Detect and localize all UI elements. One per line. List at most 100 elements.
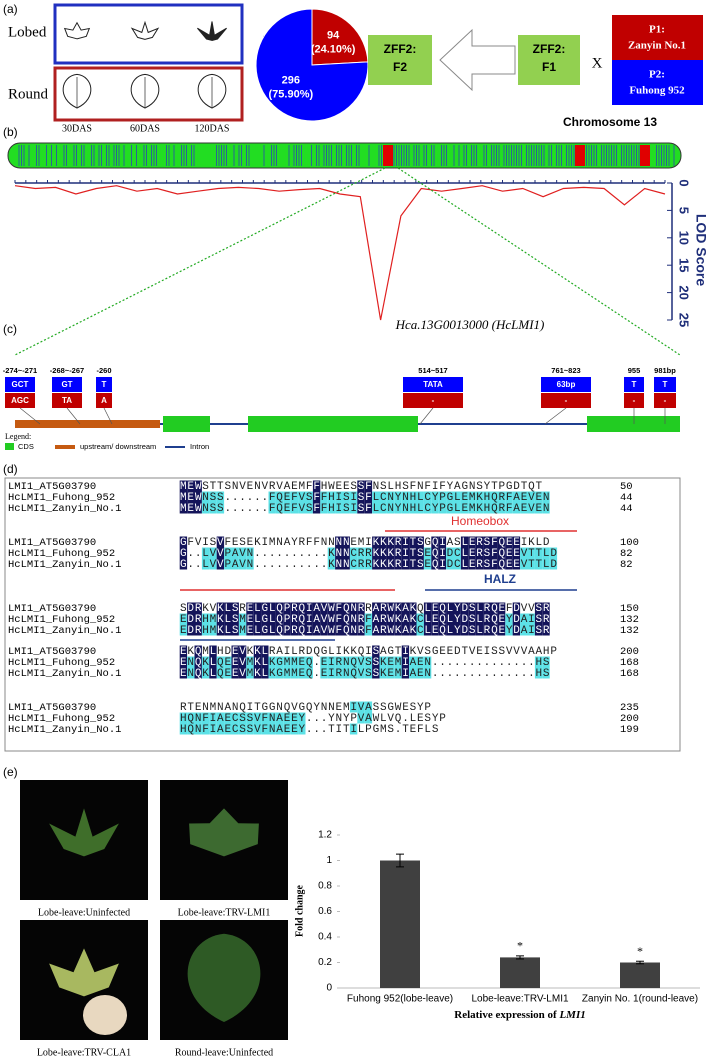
qtl-region bbox=[640, 145, 650, 166]
sequence: HQNFIAECSSVFNAEEY...TITILPGMS.TEFLS bbox=[180, 724, 439, 736]
conservation-cell bbox=[320, 613, 328, 625]
conservation-cell bbox=[497, 613, 506, 625]
conservation-cell bbox=[231, 723, 239, 735]
conservation-cell bbox=[475, 502, 484, 514]
conservation-cell bbox=[320, 667, 328, 679]
conservation-cell bbox=[505, 624, 513, 636]
cds bbox=[587, 416, 680, 432]
conservation-cell bbox=[187, 602, 195, 614]
site-lower: TA bbox=[62, 396, 72, 405]
conservation-cell bbox=[409, 502, 417, 514]
conservation-cell bbox=[409, 602, 417, 614]
conservation-cell bbox=[401, 645, 410, 657]
site-lower: - bbox=[633, 396, 636, 405]
conservation-cell bbox=[505, 491, 513, 503]
conservation-cell bbox=[201, 558, 210, 570]
conservation-cell bbox=[224, 613, 232, 625]
conservation-cell bbox=[268, 667, 276, 679]
conservation-cell bbox=[423, 613, 432, 625]
conservation-cell bbox=[416, 624, 424, 636]
conservation-cell bbox=[261, 613, 269, 625]
conservation-cell bbox=[386, 656, 395, 668]
conservation-cell bbox=[379, 613, 387, 625]
site-upper: T bbox=[663, 380, 668, 389]
conservation-cell bbox=[468, 613, 476, 625]
conservation-cell bbox=[527, 547, 535, 559]
conservation-cell bbox=[224, 624, 232, 636]
sequence-name: HcLMI1_Fuhong_952 bbox=[8, 492, 115, 504]
site-upper: TATA bbox=[423, 380, 443, 389]
conservation-cell bbox=[224, 656, 232, 668]
conservation-cell bbox=[342, 624, 350, 636]
conservation-cell bbox=[349, 558, 358, 570]
conservation-cell bbox=[438, 502, 447, 514]
conservation-cell bbox=[194, 502, 202, 514]
conservation-cell bbox=[475, 536, 484, 548]
conservation-cell bbox=[401, 536, 410, 548]
conservation-cell bbox=[401, 558, 410, 570]
conservation-cell bbox=[298, 712, 306, 724]
bar bbox=[620, 962, 660, 988]
x-tick-label: Zanyin No. 1(round-leave) bbox=[582, 994, 698, 1005]
photo-label: Lobe-leave:TRV-LMI1 bbox=[178, 907, 271, 918]
y-tick-label: 20 bbox=[677, 285, 692, 299]
conservation-cell bbox=[231, 667, 239, 679]
arrow bbox=[439, 28, 516, 92]
sequence-end: 50 bbox=[620, 481, 633, 493]
conservation-cell bbox=[246, 602, 254, 614]
conservation-cell bbox=[283, 613, 291, 625]
site-connector bbox=[103, 407, 113, 425]
conservation-cell bbox=[342, 613, 350, 625]
sequence-name: HcLMI1_Zanyin_No.1 bbox=[8, 724, 121, 736]
conservation-cell bbox=[409, 613, 417, 625]
conservation-cell bbox=[283, 667, 291, 679]
significance: * bbox=[517, 939, 523, 953]
conservation-cell bbox=[187, 712, 195, 724]
conservation-cell bbox=[268, 502, 276, 514]
conservation-cell bbox=[446, 502, 454, 514]
site-connector bbox=[419, 407, 434, 425]
photo-label: Round-leave:Uninfected bbox=[175, 1047, 273, 1058]
conservation-cell bbox=[438, 547, 447, 559]
conservation-cell bbox=[224, 602, 232, 614]
generation-label: ZFF2: bbox=[533, 42, 566, 56]
conservation-cell bbox=[409, 491, 417, 503]
conservation-cell bbox=[187, 491, 195, 503]
panel-label: (a) bbox=[3, 2, 18, 16]
conservation-cell bbox=[364, 712, 373, 724]
conservation-cell bbox=[216, 667, 225, 679]
x-tick-label: Fuhong 952(lobe-leave) bbox=[347, 994, 453, 1005]
legend-swatch bbox=[55, 445, 75, 449]
conservation-cell bbox=[431, 613, 439, 625]
conservation-cell bbox=[409, 558, 417, 570]
conservation-cell bbox=[379, 547, 387, 559]
conservation-cell bbox=[438, 558, 447, 570]
conservation-cell bbox=[468, 502, 476, 514]
conservation-cell bbox=[475, 491, 484, 503]
conservation-cell bbox=[512, 547, 521, 559]
conservation-cell bbox=[194, 667, 202, 679]
y-tick-label: 25 bbox=[677, 313, 692, 327]
conservation-cell bbox=[283, 491, 291, 503]
conservation-cell bbox=[364, 613, 373, 625]
conservation-cell bbox=[372, 491, 380, 503]
conservation-cell bbox=[327, 624, 336, 636]
conservation-cell bbox=[453, 624, 461, 636]
conservation-cell bbox=[364, 480, 373, 492]
conservation-cell bbox=[290, 712, 299, 724]
conservation-cell bbox=[534, 558, 543, 570]
conservation-cell bbox=[290, 613, 299, 625]
conservation-cell bbox=[534, 502, 543, 514]
conservation-cell bbox=[298, 613, 306, 625]
sequence-name: LMI1_AT5G03790 bbox=[8, 537, 96, 549]
conservation-cell bbox=[335, 547, 343, 559]
conservation-cell bbox=[446, 558, 454, 570]
conservation-cell bbox=[520, 547, 528, 559]
sequence-end: 168 bbox=[620, 668, 639, 680]
conservation-cell bbox=[490, 558, 498, 570]
conservation-cell bbox=[423, 656, 432, 668]
conservation-cell bbox=[549, 547, 558, 559]
conservation-cell bbox=[379, 502, 387, 514]
conservation-cell bbox=[179, 723, 188, 735]
conservation-cell bbox=[335, 502, 343, 514]
